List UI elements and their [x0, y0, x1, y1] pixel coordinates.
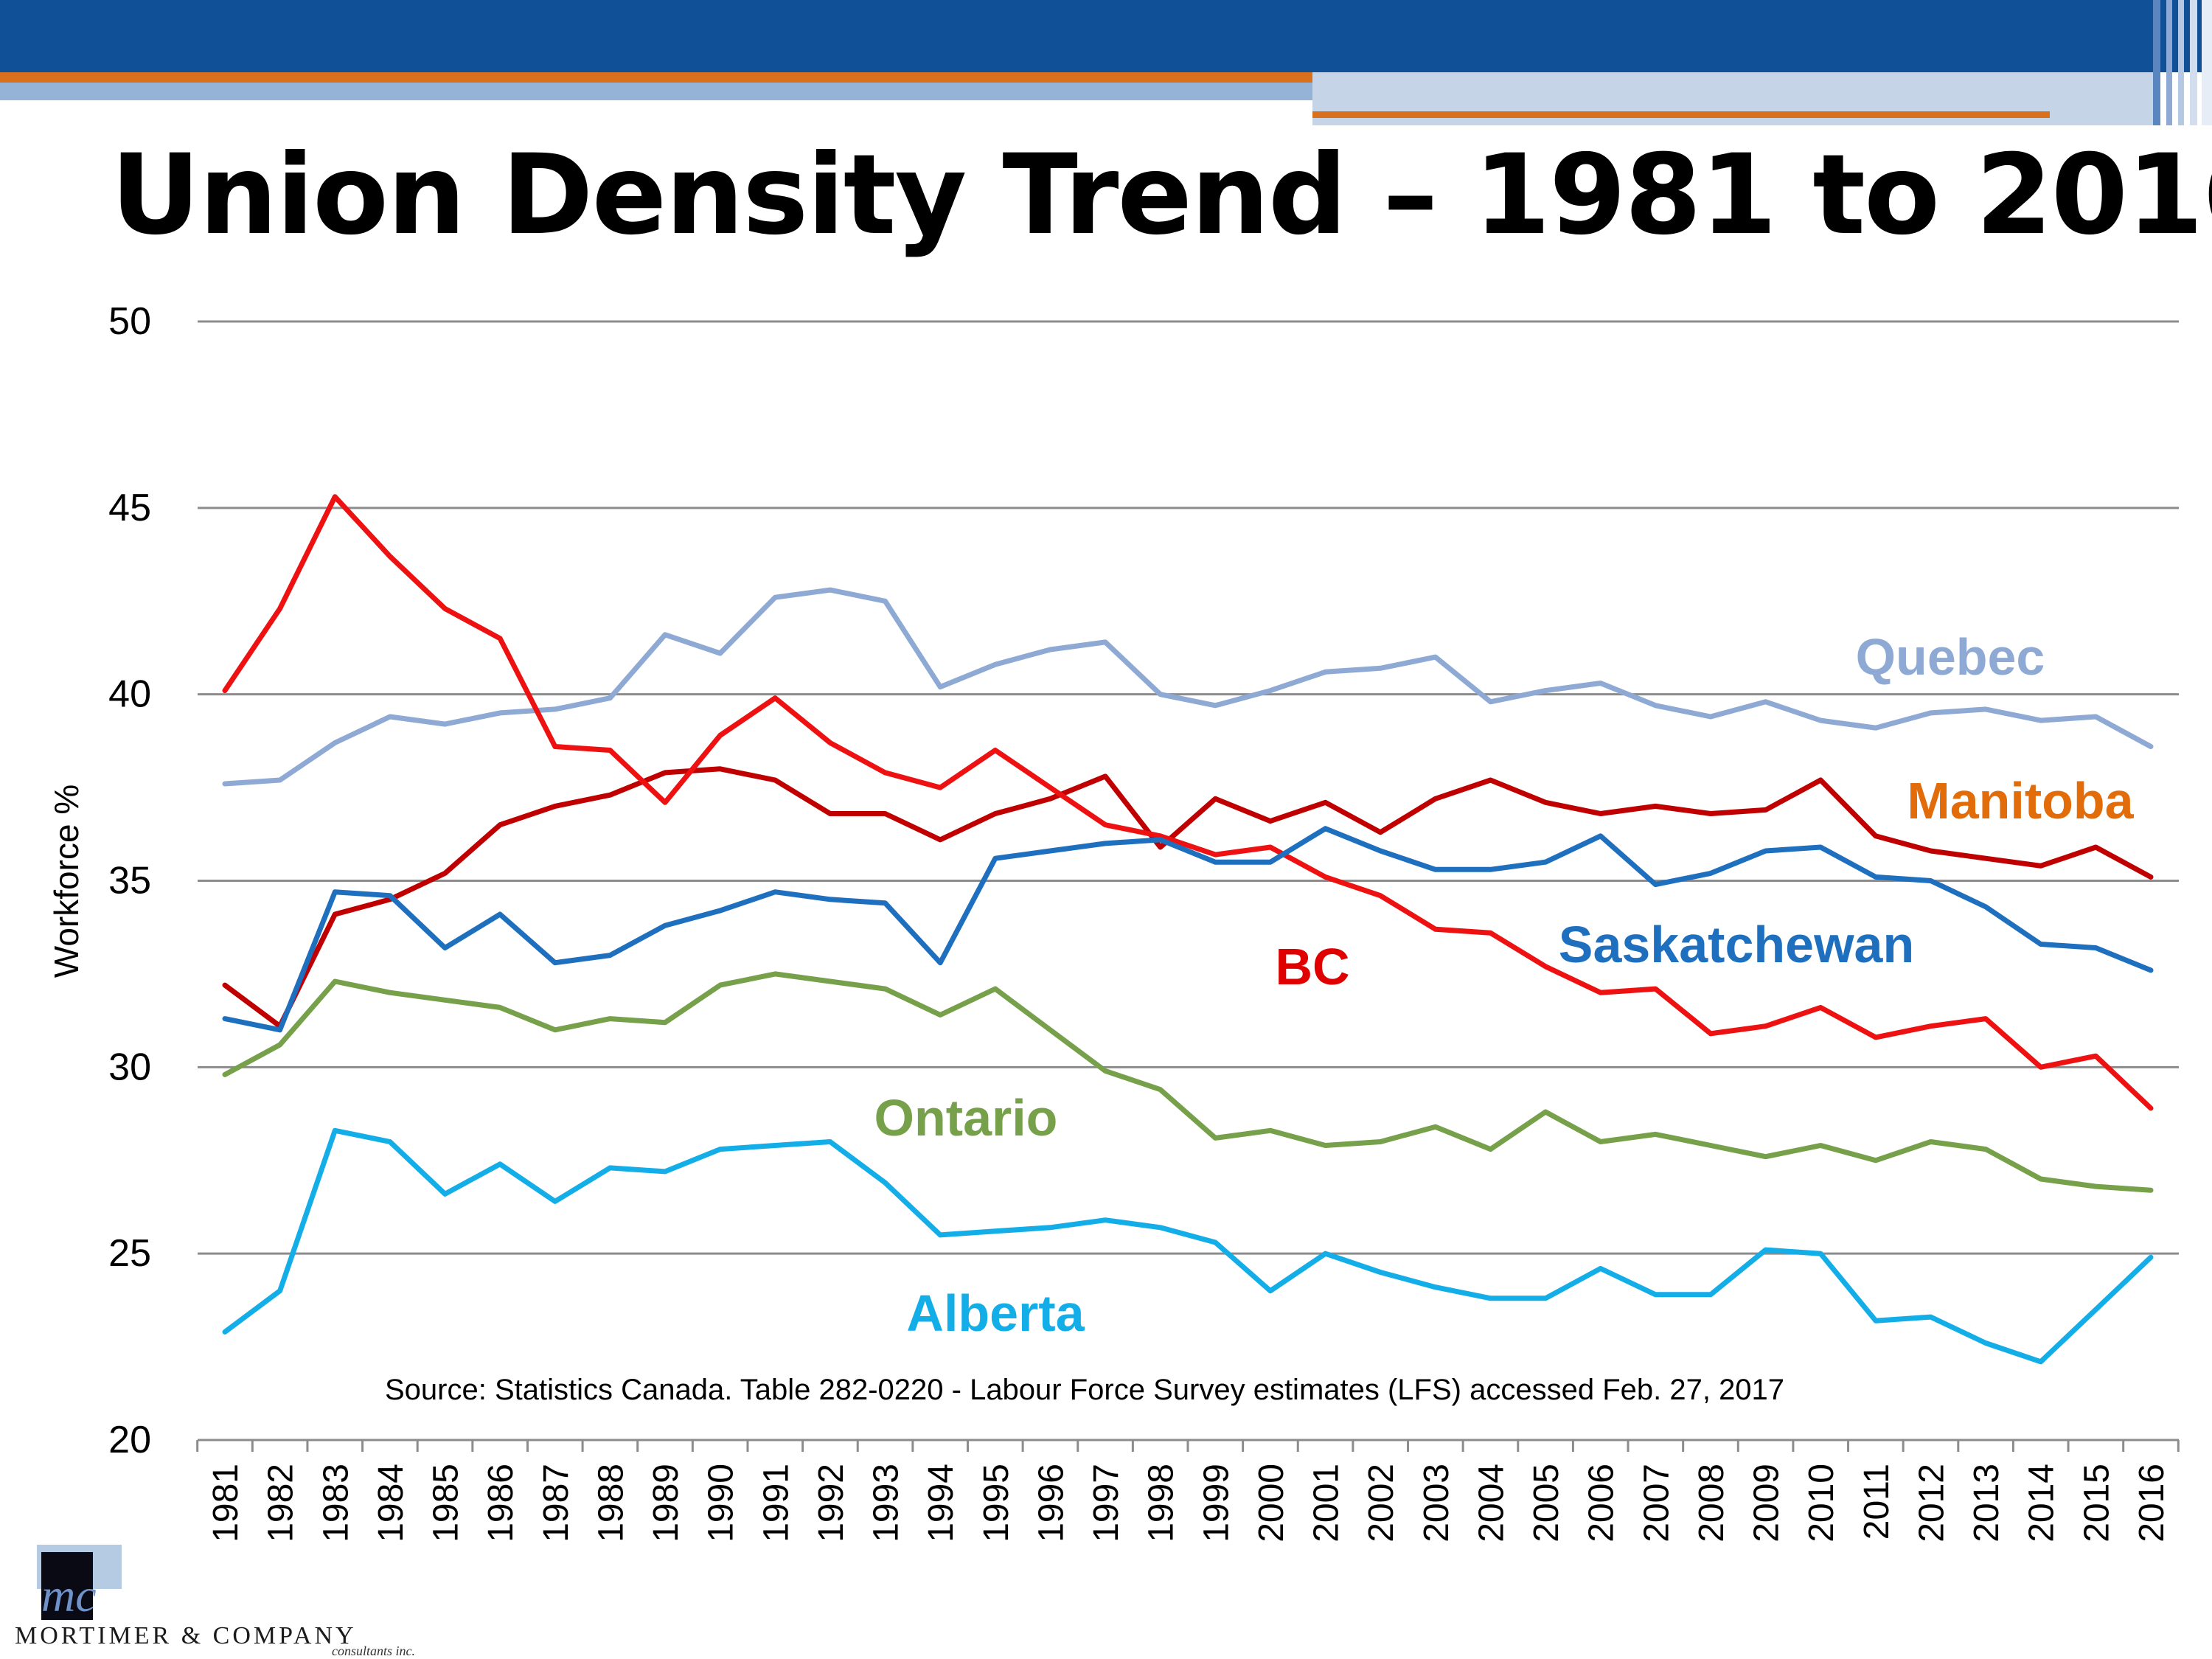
x-tick-label: 1994 — [922, 1464, 961, 1543]
y-tick-label: 25 — [108, 1232, 151, 1275]
series-lines — [222, 494, 2154, 1365]
x-tick-label: 2000 — [1252, 1464, 1291, 1543]
series-label-bc: BC — [1275, 938, 1349, 995]
logo-company-name: MORTIMER & COMPANY — [15, 1622, 357, 1649]
series-line-saskatchewan — [222, 826, 2154, 1033]
y-tick-label: 35 — [108, 860, 151, 902]
x-tick-label: 2015 — [2077, 1464, 2116, 1543]
x-tick-label: 2008 — [1692, 1464, 1731, 1543]
header-blue-band — [0, 0, 2212, 72]
y-tick-label: 40 — [108, 673, 151, 716]
series-labels: Quebec Manitoba BC Saskatchewan Ontario Alber… — [874, 628, 2135, 1342]
logo-tagline: consultants inc. — [332, 1644, 415, 1655]
x-tick-label: 2003 — [1417, 1464, 1456, 1543]
x-tick-label: 1993 — [867, 1464, 906, 1543]
series-line-manitoba — [222, 766, 2154, 1029]
y-tick-label: 20 — [108, 1419, 151, 1461]
header-orange-stripe — [0, 72, 1312, 83]
x-tick-label: 2014 — [2023, 1464, 2062, 1543]
x-tick-label: 1982 — [262, 1464, 301, 1543]
x-tick-label: 2002 — [1362, 1464, 1401, 1543]
x-tick-label: 2005 — [1527, 1464, 1566, 1543]
series-line-alberta — [222, 1127, 2154, 1365]
x-tick-label: 1986 — [481, 1464, 521, 1543]
x-tick-label: 1984 — [372, 1464, 411, 1543]
axes: 20 25 30 35 40 45 50 1981 1982 1983 1984 1985 1986 19… — [47, 300, 2180, 1543]
y-tick-label: 30 — [108, 1046, 151, 1088]
header-light-stripe — [0, 83, 1312, 100]
series-line-quebec — [222, 587, 2154, 787]
slide-title: Union Density Trend – 1981 to 2016 — [111, 131, 2212, 260]
x-tick-label: 1996 — [1032, 1464, 1071, 1543]
series-line-ontario — [222, 971, 2154, 1193]
x-tick-label: 1983 — [316, 1464, 355, 1543]
x-tick-label: 2013 — [1967, 1464, 2006, 1543]
x-tick-label: 2001 — [1307, 1464, 1346, 1543]
x-tick-label: 2004 — [1472, 1464, 1511, 1543]
series-label-quebec: Quebec — [1856, 628, 2045, 686]
x-tick-label: 2006 — [1582, 1464, 1621, 1543]
x-tick-label: 2011 — [1857, 1464, 1896, 1540]
x-tick-label: 1981 — [206, 1464, 246, 1543]
x-tick-label: 2016 — [2132, 1464, 2171, 1543]
y-tick-label: 45 — [108, 487, 151, 529]
y-axis-label: Workforce % — [47, 785, 86, 978]
x-tick-label: 1995 — [977, 1464, 1016, 1543]
company-logo: mc MORTIMER & COMPANY consultants inc. — [15, 1545, 415, 1655]
gridlines — [198, 320, 2179, 1441]
source-note: Source: Statistics Canada. Table 282-022… — [385, 1374, 1784, 1406]
x-tick-label: 1990 — [702, 1464, 741, 1543]
x-tick-label: 1989 — [647, 1464, 686, 1543]
x-tick-label: 2007 — [1637, 1464, 1676, 1543]
x-tick-label: 2012 — [1912, 1464, 1951, 1543]
x-tick-label: 1998 — [1142, 1464, 1181, 1543]
x-tick-label: 2009 — [1747, 1464, 1787, 1543]
series-label-manitoba: Manitoba — [1907, 772, 2134, 830]
series-label-ontario: Ontario — [874, 1089, 1058, 1147]
x-tick-label: 1999 — [1197, 1464, 1236, 1543]
series-label-alberta: Alberta — [906, 1284, 1085, 1342]
y-tick-label: 50 — [108, 300, 151, 343]
series-line-bc — [222, 494, 2154, 1111]
x-tick-label: 1985 — [427, 1464, 466, 1543]
header-right-orange-line — [1312, 111, 2050, 118]
x-tick-label: 1988 — [591, 1464, 630, 1543]
x-tick-label: 1992 — [812, 1464, 851, 1543]
logo-emblem: mc — [37, 1545, 122, 1621]
series-label-saskatchewan: Saskatchewan — [1559, 916, 1914, 973]
logo-initials: mc — [41, 1569, 97, 1621]
slide-header-banner — [0, 0, 2212, 125]
x-tick-label: 1987 — [537, 1464, 576, 1543]
x-tick-label: 1991 — [757, 1464, 796, 1543]
x-tick-label: 2010 — [1802, 1464, 1841, 1543]
header-vertical-stripes — [2153, 0, 2212, 125]
x-tick-label: 1997 — [1087, 1464, 1126, 1543]
